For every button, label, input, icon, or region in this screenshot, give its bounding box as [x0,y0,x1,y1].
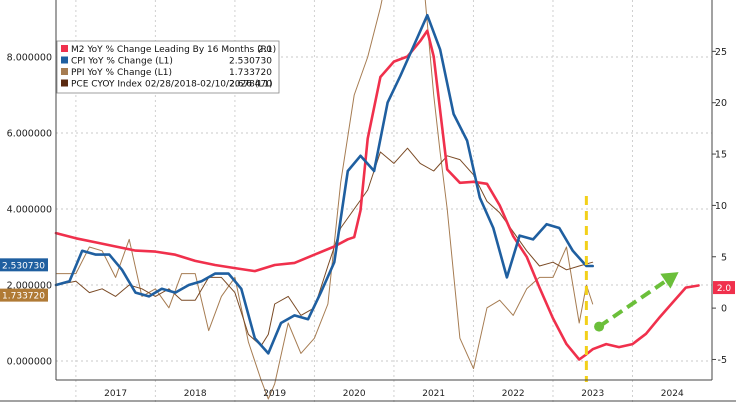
right-tick-label-5: 20 [715,98,727,109]
year-label-2024: 2024 [661,389,684,399]
left-tick-label-0: 0.000000 [7,357,52,368]
year-label-2020: 2020 [343,389,366,399]
legend-value-3: 2.678470 [229,80,272,90]
year-label-2021: 2021 [422,389,445,399]
left-tick-label-3: 6.000000 [7,129,52,140]
grid [56,56,712,362]
year-label-2019: 2019 [263,389,286,399]
last-value-tag-0 [0,258,48,272]
left-tick-label-1: 2.000000 [7,281,52,292]
legend-label-0: M2 YoY % Change Leading By 16 Months (R1… [71,45,276,55]
right-tick-label-3: 10 [715,201,727,212]
right-tick-label-1: 0 [721,304,727,315]
year-label-2017: 2017 [104,389,127,399]
last-value-tag-1 [0,288,48,302]
legend-box [56,40,280,94]
legend-swatch-0 [61,45,68,52]
year-dividers [75,0,633,402]
tick-labels: 0.000000 2.000000 4.000000 6.000000 8.000000… [7,47,727,399]
legend-swatch-3 [61,79,68,87]
arrow-shaft [597,279,667,329]
last-value-tag-text-2: 2.0 [717,284,732,294]
left-tick-label-4: 8.000000 [7,53,52,64]
legend-value-0: 2.0 [258,45,273,55]
legend-value-2: 1.733720 [229,68,272,78]
last-value-tag-text-1: 1.733720 [2,292,45,302]
year-label-2023: 2023 [581,389,604,399]
left-tick-label-2: 4.000000 [7,205,52,216]
last-value-tag-text-0: 2.530730 [2,261,45,271]
legend-label-3: PCE CYOY Index 02/28/2018-02/10/2026 (L1… [71,80,273,90]
legend-swatch-2 [61,68,68,75]
last-value-tags: 2.530730 1.733720 2.0 [0,258,735,302]
legend-swatch-1 [61,56,68,64]
legend-value-1: 2.530730 [229,57,272,67]
right-tick-label-6: 25 [715,47,727,58]
arrow-head [660,272,679,289]
legend: M2 YoY % Change Leading By 16 Months (R1… [56,40,280,94]
year-label-2022: 2022 [502,389,525,399]
last-value-tag-2 [713,281,735,295]
annotations [584,196,679,382]
right-tick-label-2: 5 [721,252,727,263]
right-tick-label-0: -5 [718,355,727,366]
series-lines [54,0,700,400]
series-line-3 [54,13,595,355]
right-tick-label-4: 15 [715,150,727,161]
legend-label-2: PPI YoY % Change (L1) [71,68,172,78]
year-label-2018: 2018 [184,389,207,399]
series-line-2 [54,29,700,361]
legend-label-1: CPI YoY % Change (L1) [71,57,173,67]
